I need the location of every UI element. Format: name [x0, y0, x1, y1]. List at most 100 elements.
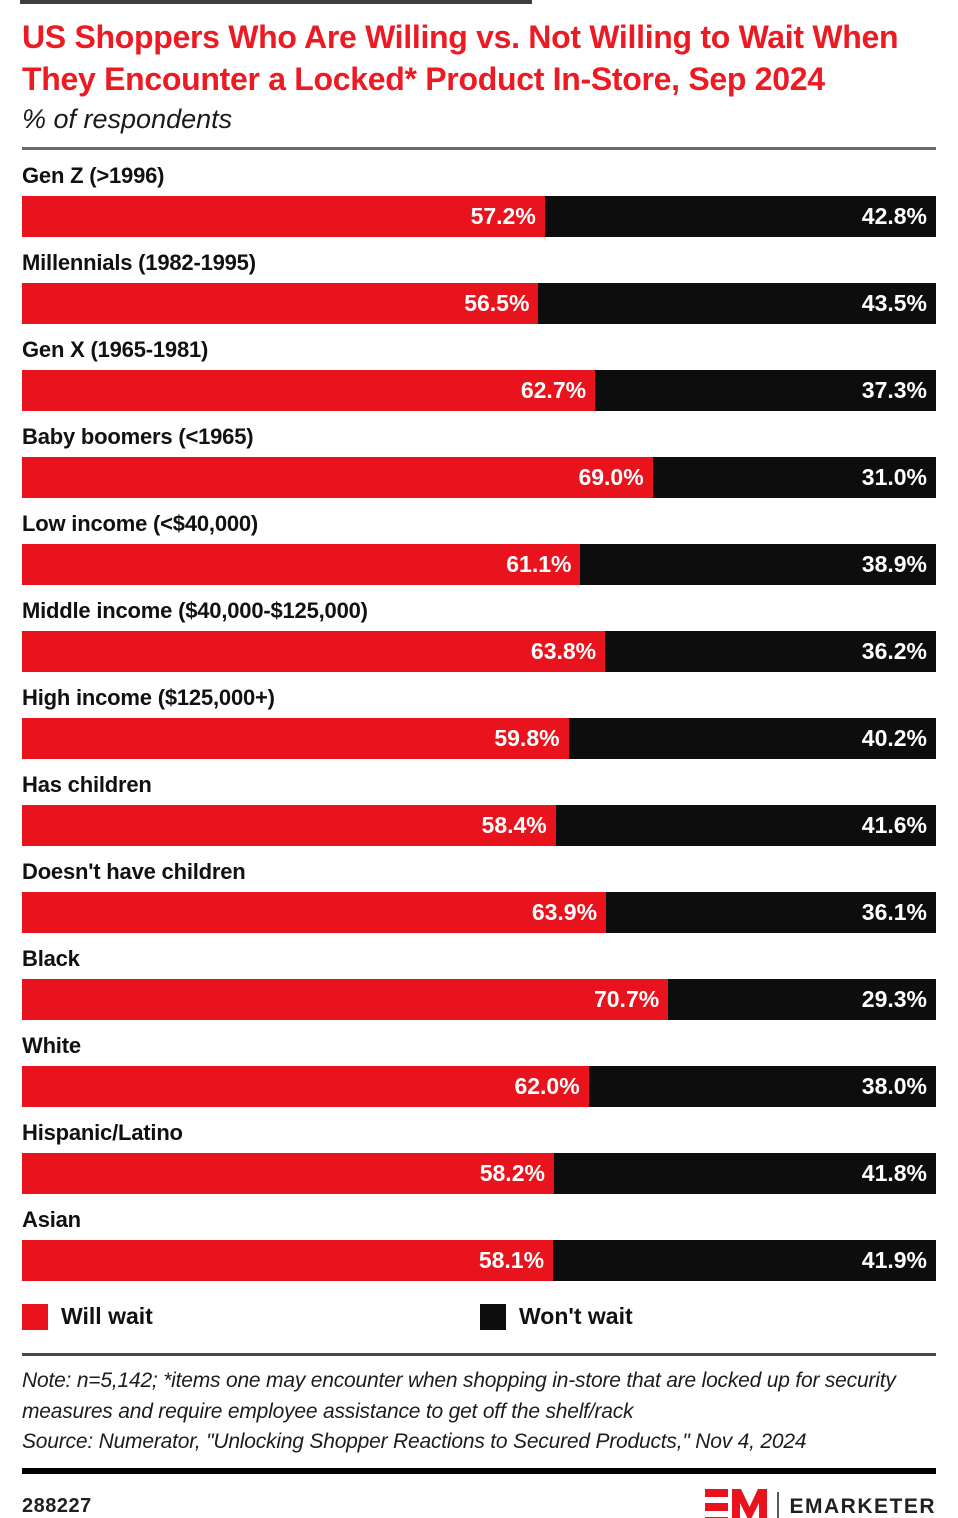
bar-value-label: 38.0% [861, 1073, 927, 1100]
stacked-bar: 62.7% 37.3% [22, 370, 936, 412]
subtitle-divider [22, 147, 936, 151]
bar-value-label: 29.3% [861, 986, 927, 1013]
legend-label-will-wait: Will wait [61, 1303, 153, 1330]
wont-wait-segment: 43.5% [538, 283, 936, 325]
bar-value-label: 57.2% [470, 203, 536, 230]
bar-value-label: 41.6% [861, 812, 927, 839]
will-wait-segment: 63.9% [22, 892, 607, 934]
wont-wait-segment: 41.6% [555, 805, 936, 847]
category-label: Low income (<$40,000) [22, 511, 259, 537]
will-wait-segment: 57.2% [22, 196, 545, 238]
chart-row: Millennials (1982-1995) 56.5% 43.5% [22, 250, 936, 325]
bar-value-label: 61.1% [506, 551, 572, 578]
stacked-bar: 56.5% 43.5% [22, 283, 936, 325]
category-label: Black [22, 946, 80, 972]
bar-value-label: 40.2% [861, 725, 927, 752]
stacked-bar: 70.7% 29.3% [22, 979, 936, 1021]
stacked-bar: 58.1% 41.9% [22, 1240, 936, 1282]
stacked-bar: 59.8% 40.2% [22, 718, 936, 760]
chart-legend: Will wait Won't wait [22, 1303, 936, 1333]
stacked-bar: 63.8% 36.2% [22, 631, 936, 673]
chart-row: Black 70.7% 29.3% [22, 946, 936, 1021]
wont-wait-segment: 29.3% [668, 979, 936, 1021]
will-wait-segment: 58.2% [22, 1153, 554, 1195]
chart-row: Hispanic/Latino 58.2% 41.8% [22, 1120, 936, 1195]
stacked-bar: 58.4% 41.6% [22, 805, 936, 847]
chart-subtitle: % of respondents [22, 104, 233, 135]
wont-wait-segment: 36.1% [606, 892, 936, 934]
will-wait-segment: 69.0% [22, 457, 653, 499]
bar-value-label: 43.5% [861, 290, 927, 317]
wont-wait-segment: 42.8% [544, 196, 936, 238]
bar-value-label: 62.7% [520, 377, 587, 404]
bar-value-label: 63.8% [530, 638, 597, 665]
will-wait-segment: 63.8% [22, 631, 606, 673]
category-label: Has children [22, 772, 152, 798]
will-wait-segment: 61.1% [22, 544, 581, 586]
category-label: Millennials (1982-1995) [22, 250, 256, 276]
wont-wait-segment: 38.9% [580, 544, 936, 586]
bar-value-label: 58.2% [479, 1160, 545, 1187]
wont-wait-segment: 31.0% [652, 457, 936, 499]
stacked-bar: 63.9% 36.1% [22, 892, 936, 934]
bar-value-label: 62.0% [514, 1073, 580, 1100]
will-wait-segment: 56.5% [22, 283, 539, 325]
chart-row: Doesn't have children 63.9% 36.1% [22, 859, 936, 934]
bar-value-label: 42.8% [861, 203, 927, 230]
bar-value-label: 58.4% [481, 812, 547, 839]
chart-row: Gen Z (>1996) 57.2% 42.8% [22, 163, 936, 238]
bar-value-label: 41.8% [861, 1160, 927, 1187]
wont-wait-segment: 41.9% [553, 1240, 936, 1282]
bar-value-label: 41.9% [861, 1247, 927, 1274]
category-label: Hispanic/Latino [22, 1120, 183, 1146]
will-wait-swatch-icon [22, 1303, 48, 1330]
will-wait-segment: 58.4% [22, 805, 556, 847]
chart-id: 288227 [22, 1495, 92, 1518]
wont-wait-segment: 41.8% [553, 1153, 936, 1195]
chart-row: Asian 58.1% 41.9% [22, 1207, 936, 1282]
wont-wait-segment: 37.3% [595, 370, 936, 412]
chart-rows: Gen Z (>1996) 57.2% 42.8% Millennials (1982… [22, 163, 936, 1282]
chart-row: Middle income ($40,000-$125,000) 63.8% 36.… [22, 598, 936, 673]
note-divider [22, 1353, 936, 1357]
stacked-bar: 69.0% 31.0% [22, 457, 936, 499]
chart-row: High income ($125,000+) 59.8% 40.2% [22, 685, 936, 760]
legend-label-wont-wait: Won't wait [519, 1303, 633, 1330]
legend-item-will-wait: Will wait [22, 1303, 153, 1330]
chart-row: White 62.0% 38.0% [22, 1033, 936, 1108]
stacked-bar: 61.1% 38.9% [22, 544, 936, 586]
category-label: Doesn't have children [22, 859, 246, 885]
top-partial-rule [20, 0, 532, 4]
brand-name: EMARKETER [789, 1494, 936, 1518]
bar-value-label: 63.9% [531, 899, 598, 926]
category-label: Asian [22, 1207, 81, 1233]
category-label: Middle income ($40,000-$125,000) [22, 598, 368, 624]
bar-value-label: 58.1% [478, 1247, 545, 1274]
footer-divider [22, 1467, 936, 1474]
chart-title: US Shoppers Who Are Willing vs. Not Will… [22, 19, 899, 98]
category-label: White [22, 1033, 81, 1059]
wont-wait-segment: 36.2% [605, 631, 936, 673]
emarketer-logo: EMARKETER [705, 1488, 936, 1518]
will-wait-segment: 62.0% [22, 1066, 589, 1108]
wont-wait-segment: 38.0% [588, 1066, 936, 1108]
category-label: Gen Z (>1996) [22, 163, 165, 189]
bar-value-label: 36.1% [861, 899, 927, 926]
footer: 288227 EMARKETER [22, 1488, 936, 1518]
will-wait-segment: 58.1% [22, 1240, 554, 1282]
chart-row: Gen X (1965-1981) 62.7% 37.3% [22, 337, 936, 412]
chart-row: Has children 58.4% 41.6% [22, 772, 936, 847]
bar-value-label: 70.7% [593, 986, 660, 1013]
wont-wait-swatch-icon [480, 1303, 506, 1330]
source-text: Source: Numerator, "Unlocking Shopper Re… [22, 1430, 807, 1454]
chart-row: Low income (<$40,000) 61.1% 38.9% [22, 511, 936, 586]
bar-value-label: 38.9% [861, 551, 927, 578]
stacked-bar: 58.2% 41.8% [22, 1153, 936, 1195]
stacked-bar: 57.2% 42.8% [22, 196, 936, 238]
logo-divider [777, 1491, 780, 1518]
legend-item-wont-wait: Won't wait [480, 1303, 633, 1330]
will-wait-segment: 62.7% [22, 370, 596, 412]
bar-value-label: 36.2% [861, 638, 927, 665]
bar-value-label: 37.3% [861, 377, 927, 404]
